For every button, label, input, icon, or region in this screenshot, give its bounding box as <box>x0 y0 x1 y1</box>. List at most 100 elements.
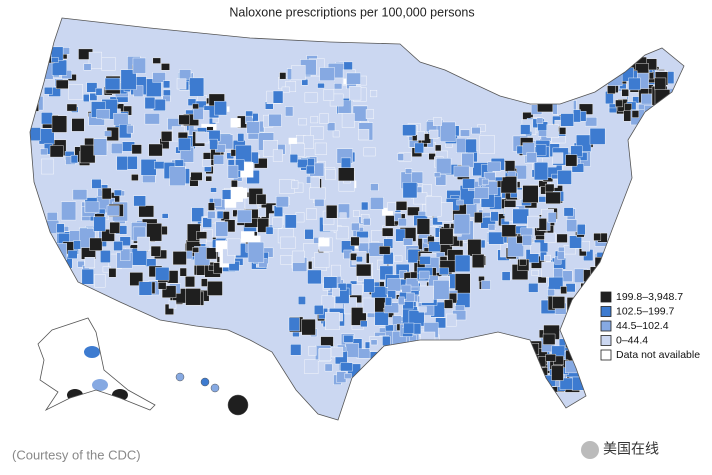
county <box>285 81 297 93</box>
county <box>189 77 205 97</box>
borough <box>92 379 108 391</box>
county <box>247 241 265 263</box>
county <box>589 266 606 286</box>
county <box>335 226 349 240</box>
county <box>530 242 541 254</box>
county <box>268 113 282 127</box>
county <box>68 84 84 100</box>
county <box>148 143 163 157</box>
county <box>288 317 300 332</box>
county <box>565 154 578 167</box>
legend-label: Data not available <box>616 349 700 361</box>
county <box>407 206 420 216</box>
county <box>358 129 370 140</box>
county <box>77 260 85 268</box>
county <box>168 300 177 309</box>
county <box>522 185 539 203</box>
county <box>207 202 215 211</box>
county <box>215 221 229 237</box>
county <box>519 259 527 266</box>
county <box>216 210 224 219</box>
county <box>337 282 347 291</box>
county <box>370 339 378 346</box>
county <box>73 240 81 250</box>
county <box>428 241 441 252</box>
legend-label: 0–44.4 <box>616 334 648 346</box>
county <box>362 297 375 314</box>
county <box>185 276 195 288</box>
county <box>93 138 108 156</box>
county <box>280 236 296 249</box>
county <box>131 144 142 155</box>
county <box>419 270 430 280</box>
county <box>314 142 327 155</box>
county <box>304 92 318 103</box>
county <box>108 268 117 278</box>
county <box>163 80 171 89</box>
county <box>232 187 248 199</box>
county <box>411 171 424 184</box>
county <box>227 159 235 166</box>
county <box>95 87 103 96</box>
county <box>236 209 252 224</box>
county <box>199 238 207 244</box>
county <box>439 267 449 275</box>
county <box>546 124 559 138</box>
county <box>351 222 360 231</box>
county <box>402 124 417 136</box>
county <box>538 196 547 203</box>
county <box>344 373 352 379</box>
county <box>570 341 582 352</box>
county <box>133 195 146 207</box>
county <box>138 205 155 218</box>
county <box>533 162 549 181</box>
county <box>272 90 284 104</box>
county <box>67 250 78 259</box>
county <box>420 331 436 345</box>
county <box>161 213 169 219</box>
county <box>202 159 212 168</box>
county <box>487 161 501 172</box>
borough <box>112 389 128 401</box>
county <box>433 117 442 126</box>
county <box>654 77 667 91</box>
county <box>179 267 187 277</box>
county <box>207 281 223 296</box>
county <box>11 101 25 111</box>
county <box>349 86 362 101</box>
county <box>83 94 90 102</box>
county <box>319 67 335 81</box>
county <box>545 191 561 204</box>
county <box>86 82 98 93</box>
county <box>574 342 588 358</box>
county <box>106 205 120 216</box>
county <box>330 346 344 358</box>
county <box>559 127 567 135</box>
county <box>81 268 94 285</box>
county <box>628 77 641 91</box>
county <box>439 228 454 245</box>
county <box>231 180 238 188</box>
county <box>96 109 110 119</box>
county <box>213 154 225 165</box>
county <box>157 282 167 290</box>
county <box>104 77 121 91</box>
county <box>360 320 368 328</box>
caption: (Courtesy of the CDC) <box>12 447 141 462</box>
county <box>453 165 470 178</box>
county <box>563 207 574 217</box>
legend-label: 199.8–3,948.7 <box>616 291 683 303</box>
county <box>83 63 92 71</box>
county <box>425 196 442 217</box>
county <box>346 72 361 85</box>
county <box>313 305 324 315</box>
county <box>227 238 241 256</box>
county <box>257 218 270 233</box>
county <box>195 131 210 144</box>
county <box>520 124 531 135</box>
county <box>567 339 580 350</box>
county <box>544 183 555 193</box>
county <box>365 109 374 119</box>
county <box>565 340 573 348</box>
county <box>308 345 317 356</box>
